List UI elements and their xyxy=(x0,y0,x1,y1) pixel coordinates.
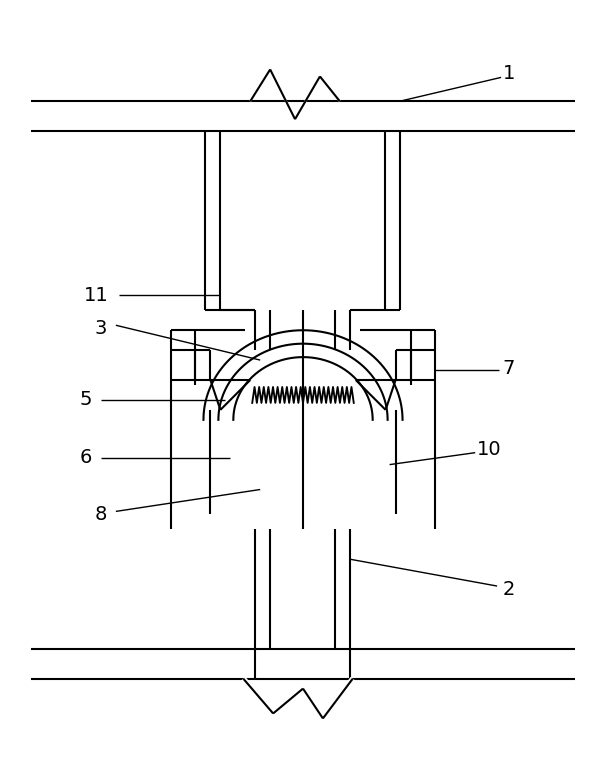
Text: 3: 3 xyxy=(95,319,107,338)
Text: 7: 7 xyxy=(503,359,515,378)
Text: 11: 11 xyxy=(84,286,108,305)
Text: 5: 5 xyxy=(80,391,92,410)
Text: 8: 8 xyxy=(95,505,107,524)
Text: 6: 6 xyxy=(80,448,92,467)
Text: 10: 10 xyxy=(477,440,501,459)
Text: 1: 1 xyxy=(503,64,515,83)
Text: 2: 2 xyxy=(503,580,515,598)
